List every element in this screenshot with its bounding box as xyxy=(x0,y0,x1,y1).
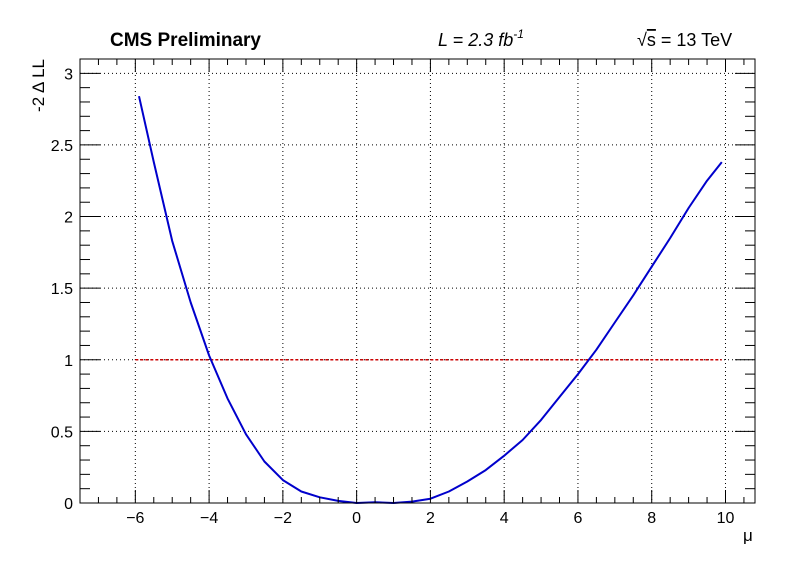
x-tick-label: 0 xyxy=(352,510,361,527)
y-tick-label: 1.5 xyxy=(51,281,73,298)
y-tick-label: 2.5 xyxy=(51,138,73,155)
x-tick-label: 6 xyxy=(573,510,582,527)
y-tick-label: 0.5 xyxy=(51,424,73,441)
x-tick-label: 8 xyxy=(647,510,656,527)
x-tick-label: 10 xyxy=(717,510,735,527)
x-tick-label: −4 xyxy=(200,510,218,527)
experiment-label: CMS Preliminary xyxy=(110,30,261,51)
y-tick-label: 1 xyxy=(64,353,73,370)
x-tick-labels: −6 −4 −2 0 2 4 6 8 10 xyxy=(126,510,734,527)
y-tick-label: 2 xyxy=(64,210,73,227)
y-tick-label: 0 xyxy=(64,496,73,513)
luminosity-exponent: -1 xyxy=(513,27,524,41)
energy-label: √s = 13 TeV xyxy=(637,30,732,50)
x-tick-label: −2 xyxy=(274,510,292,527)
x-axis-title: μ xyxy=(743,526,753,545)
x-tick-label: 4 xyxy=(500,510,509,527)
x-tick-label: −6 xyxy=(126,510,144,527)
luminosity-label: L = 2.3 fb-1 xyxy=(438,27,524,50)
y-tick-labels: 0 0.5 1 1.5 2 2.5 3 xyxy=(51,66,73,513)
x-tick-label: 2 xyxy=(426,510,435,527)
grid xyxy=(80,59,755,504)
y-axis-title: -2 Δ LL xyxy=(29,59,48,112)
energy-s: s xyxy=(647,30,656,50)
axis-ticks xyxy=(79,59,755,504)
plot-frame xyxy=(79,58,756,504)
y-tick-label: 3 xyxy=(64,66,73,83)
